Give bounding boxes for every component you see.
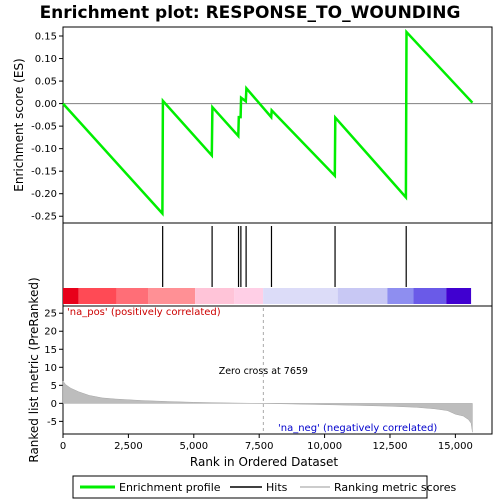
x-axis-label: Rank in Ordered Dataset bbox=[190, 455, 338, 469]
legend-enrichment-label: Enrichment profile bbox=[119, 481, 221, 494]
metric-y-tick-label: 5 bbox=[51, 381, 57, 392]
es-y-tick-label: -0.05 bbox=[31, 122, 57, 133]
es-y-tick-label: 0.15 bbox=[35, 32, 57, 43]
x-tick-label: 5,000 bbox=[179, 441, 208, 452]
es-y-tick-label: -0.25 bbox=[31, 212, 57, 223]
colorbar-segment bbox=[234, 288, 264, 304]
colorbar-segment bbox=[263, 288, 338, 304]
ranking-colorbar bbox=[63, 288, 472, 304]
es-y-axis: 0.15 0.10 0.05 0.00 -0.05 -0.10 -0.15 -0.20 -0.2… bbox=[31, 32, 63, 223]
legend-metric-label: Ranking metric scores bbox=[334, 481, 456, 494]
colorbar-segment bbox=[63, 288, 79, 304]
x-tick-label: 12,500 bbox=[372, 441, 407, 452]
chart-title: Enrichment plot: RESPONSE_TO_WOUNDING bbox=[40, 3, 461, 23]
neg-label: 'na_neg' (negatively correlated) bbox=[278, 423, 437, 434]
metric-y-tick-label: 15 bbox=[44, 345, 57, 356]
colorbar-segment bbox=[195, 288, 235, 304]
es-y-tick-label: 0.00 bbox=[35, 99, 57, 110]
colorbar-segment bbox=[116, 288, 149, 304]
es-y-axis-label: Enrichment score (ES) bbox=[12, 58, 26, 191]
metric-y-tick-label: 20 bbox=[44, 327, 57, 338]
enrichment-profile-line bbox=[62, 28, 474, 217]
colorbar-segment bbox=[446, 288, 472, 304]
colorbar-segment bbox=[413, 288, 447, 304]
ranking-metric-area bbox=[62, 380, 473, 433]
metric-y-axis: 25 20 15 10 5 0 -5 bbox=[44, 309, 63, 428]
metric-y-tick-label: 0 bbox=[51, 399, 57, 410]
colorbar-segment bbox=[337, 288, 388, 304]
es-y-tick-label: 0.05 bbox=[35, 77, 57, 88]
x-tick-label: 2,500 bbox=[114, 441, 143, 452]
es-y-tick-label: -0.15 bbox=[31, 167, 57, 178]
legend-hits-label: Hits bbox=[266, 481, 288, 494]
metric-y-tick-label: -5 bbox=[47, 417, 57, 428]
colorbar-segment bbox=[78, 288, 117, 304]
metric-y-tick-label: 25 bbox=[44, 309, 57, 320]
x-tick-label: 7,500 bbox=[245, 441, 274, 452]
colorbar-segment bbox=[148, 288, 196, 304]
x-axis: 0 2,500 5,000 7,500 10,000 12,500 15,000 bbox=[60, 434, 473, 452]
x-tick-label: 15,000 bbox=[438, 441, 473, 452]
zero-cross-label: Zero cross at 7659 bbox=[219, 366, 308, 377]
es-y-tick-label: -0.10 bbox=[31, 144, 57, 155]
es-y-tick-label: 0.10 bbox=[35, 54, 57, 65]
metric-y-tick-label: 10 bbox=[44, 363, 57, 374]
colorbar-segment bbox=[387, 288, 414, 304]
es-y-tick-label: -0.20 bbox=[31, 189, 57, 200]
metric-panel-frame bbox=[62, 305, 493, 435]
x-tick-label: 10,000 bbox=[307, 441, 342, 452]
pos-label: 'na_pos' (positively correlated) bbox=[67, 307, 221, 318]
metric-y-axis-label: Ranked list metric (PreRanked) bbox=[27, 277, 41, 462]
hits-markers bbox=[162, 226, 407, 287]
x-tick-label: 0 bbox=[60, 441, 66, 452]
